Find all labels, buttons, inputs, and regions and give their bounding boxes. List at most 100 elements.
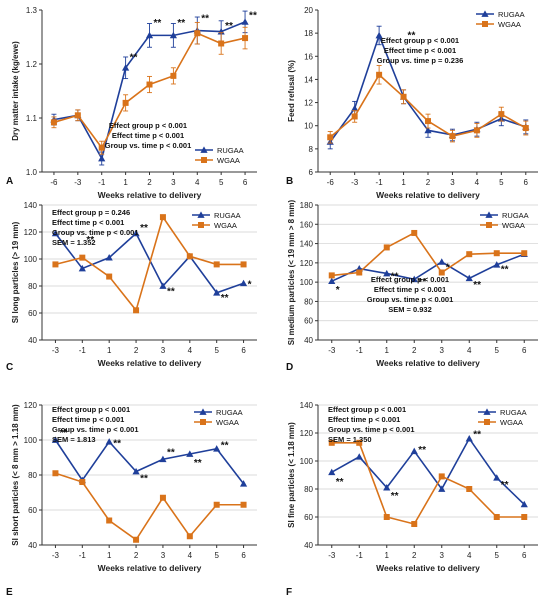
data-point xyxy=(411,229,418,236)
x-tick-label: -1 xyxy=(79,346,87,355)
data-point xyxy=(242,35,249,42)
significance-marker: ** xyxy=(59,428,67,439)
x-tick-label: 1 xyxy=(385,551,390,560)
significance-marker: ** xyxy=(194,458,202,469)
legend-label: WGAA xyxy=(498,20,521,29)
stats-text: SEM = 1.350 xyxy=(328,435,372,444)
series-line xyxy=(331,231,525,277)
legend-marker xyxy=(200,419,206,425)
x-tick-label: 3 xyxy=(171,178,176,187)
data-point xyxy=(410,275,418,283)
x-axis-label: Weeks relative to delivery xyxy=(376,190,480,200)
data-point xyxy=(355,453,363,460)
y-tick-label: 140 xyxy=(300,401,314,410)
data-point xyxy=(78,264,86,272)
data-point xyxy=(411,521,418,527)
data-point xyxy=(170,72,177,79)
stats-text: Effect time p < 0.001 xyxy=(384,46,456,55)
series-rugaa xyxy=(328,435,528,508)
significance-marker: ** xyxy=(249,10,257,21)
significance-marker: * xyxy=(248,280,252,291)
x-tick-label: 4 xyxy=(188,551,193,560)
y-axis-label: SI short particles (< 8 mm > 1.18 mm) xyxy=(11,404,20,546)
x-tick-label: 2 xyxy=(412,551,417,560)
data-point xyxy=(186,533,193,540)
y-tick-label: 20 xyxy=(304,6,313,15)
stats-text: Effect time p < 0.001 xyxy=(112,131,184,140)
y-tick-label: 80 xyxy=(304,485,313,494)
data-point xyxy=(521,514,528,520)
data-point xyxy=(351,104,359,112)
x-tick-label: -3 xyxy=(74,178,82,187)
y-tick-label: 80 xyxy=(28,282,37,291)
data-point xyxy=(383,244,390,251)
data-point xyxy=(186,450,194,457)
significance-marker: ** xyxy=(391,491,399,502)
stats-text: Group vs. time p = 0.236 xyxy=(377,56,464,65)
x-tick-label: 3 xyxy=(161,551,166,560)
series-wgaa xyxy=(52,470,247,543)
x-tick-label: -3 xyxy=(328,551,336,560)
significance-marker: ** xyxy=(408,30,416,41)
legend-label: RUGAA xyxy=(502,211,529,220)
significance-marker: ** xyxy=(225,21,233,32)
y-tick-label: 80 xyxy=(28,471,37,480)
x-tick-label: 4 xyxy=(475,178,480,187)
x-tick-label: 2 xyxy=(134,346,139,355)
data-point xyxy=(493,474,501,481)
data-point xyxy=(356,439,363,446)
x-tick-label: -6 xyxy=(327,178,335,187)
stats-text: Effect time p < 0.001 xyxy=(52,415,124,424)
data-point xyxy=(98,144,105,151)
significance-marker: ** xyxy=(473,280,481,291)
data-point xyxy=(106,273,113,280)
series-line xyxy=(331,437,525,505)
y-tick-label: 1.0 xyxy=(26,168,38,177)
panel-label: D xyxy=(286,362,293,373)
legend-marker xyxy=(198,222,204,228)
legend-marker xyxy=(481,10,489,17)
data-point xyxy=(240,501,247,508)
significance-marker: ** xyxy=(418,277,426,288)
y-tick-label: 100 xyxy=(300,278,314,287)
data-point xyxy=(74,112,81,119)
series-wgaa xyxy=(50,21,249,155)
y-tick-label: 18 xyxy=(304,29,313,38)
x-tick-label: 6 xyxy=(522,551,527,560)
x-tick-label: 2 xyxy=(134,551,139,560)
series-line xyxy=(54,439,245,485)
legend-marker xyxy=(200,146,208,153)
stats-text: Effect group p < 0.001 xyxy=(109,121,187,130)
data-point xyxy=(186,253,193,260)
y-tick-label: 160 xyxy=(300,220,314,229)
data-point xyxy=(493,514,500,520)
stats-text: Effect time p < 0.001 xyxy=(52,218,124,227)
data-point xyxy=(521,250,528,257)
data-point xyxy=(240,261,247,268)
data-point xyxy=(218,40,225,47)
series-wgaa xyxy=(52,214,247,314)
series-rugaa xyxy=(328,250,528,285)
x-tick-label: 5 xyxy=(495,346,500,355)
data-point xyxy=(194,30,201,37)
y-tick-label: 80 xyxy=(304,297,313,306)
stats-text: Group vs. time p < 0.001 xyxy=(328,425,415,434)
x-tick-label: 1 xyxy=(385,346,390,355)
x-axis-label: Weeks relative to delivery xyxy=(376,563,480,573)
data-point xyxy=(159,455,167,463)
x-tick-label: 6 xyxy=(524,178,529,187)
significance-marker: * xyxy=(446,263,450,274)
stats-text: Effect group p < 0.001 xyxy=(52,405,130,414)
y-tick-label: 140 xyxy=(300,240,314,249)
y-axis-label: SI fine particles (< 1.18 mm) xyxy=(287,422,296,528)
y-tick-label: 140 xyxy=(24,201,38,210)
series-line xyxy=(331,253,525,282)
y-tick-label: 14 xyxy=(304,75,313,84)
significance-marker: * xyxy=(336,285,340,296)
x-tick-label: -3 xyxy=(328,346,336,355)
y-tick-label: 40 xyxy=(28,541,37,550)
stats-text: Effect group p < 0.001 xyxy=(381,36,459,45)
x-tick-label: 1 xyxy=(107,551,112,560)
